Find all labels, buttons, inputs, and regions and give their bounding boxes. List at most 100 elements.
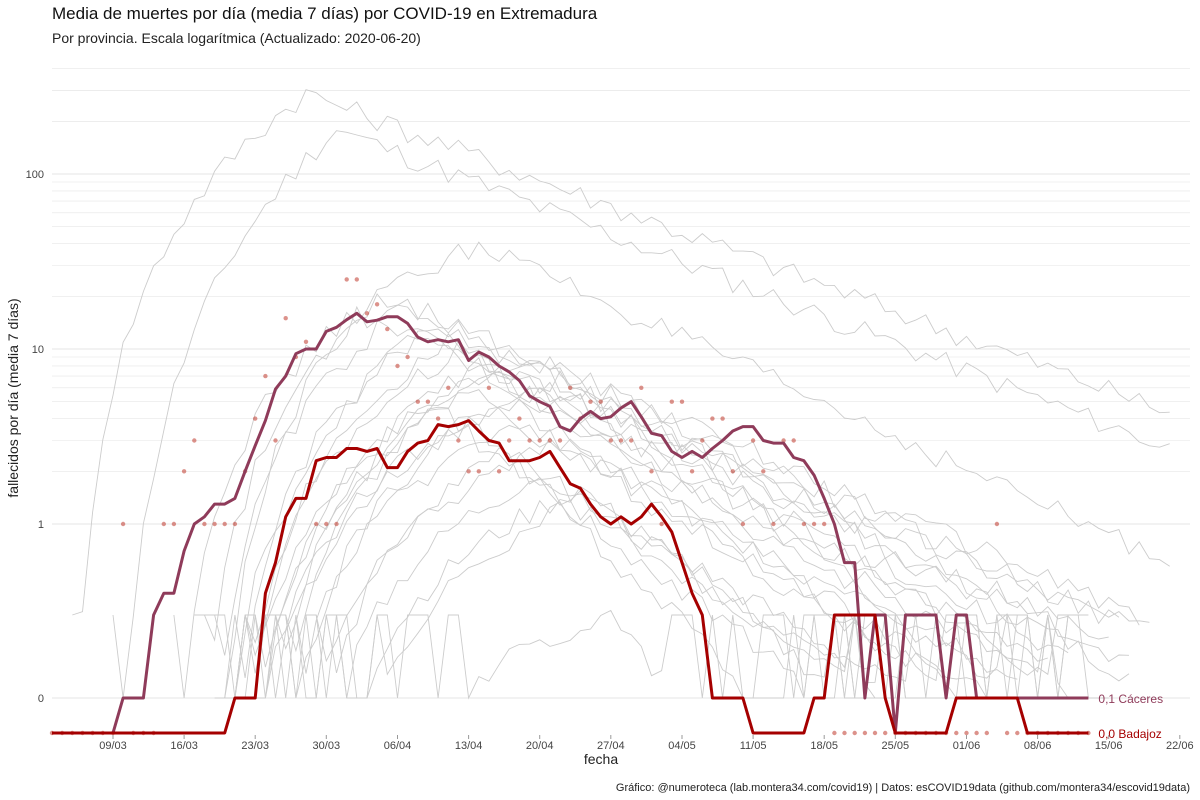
x-tick-label: 30/03 xyxy=(313,740,341,752)
daily-point xyxy=(568,385,573,390)
daily-point xyxy=(283,316,288,321)
daily-point xyxy=(801,521,807,527)
daily-point xyxy=(720,416,725,421)
background-province-line xyxy=(275,424,1109,699)
series-end-label: 0,1 Cáceres xyxy=(1098,692,1163,706)
daily-point xyxy=(171,521,177,527)
daily-point xyxy=(649,469,654,474)
x-tick-label: 04/05 xyxy=(668,740,696,752)
daily-point xyxy=(496,469,502,474)
background-province-line xyxy=(264,406,967,699)
daily-point xyxy=(232,521,238,527)
daily-point xyxy=(120,521,126,527)
daily-point xyxy=(405,354,410,360)
y-tick-labels: 0 1 10 100 xyxy=(26,169,44,705)
x-tick-labels: 09/03 16/03 23/03 30/03 06/04 13/04 20/04 27/04… xyxy=(99,735,1194,752)
background-province-line xyxy=(214,328,1109,699)
background-province-line xyxy=(356,609,866,700)
chart-caption: Gráfico: @numeroteca (lab.montera34.com/… xyxy=(615,782,1190,794)
daily-point xyxy=(527,438,532,443)
x-tick-label: 01/06 xyxy=(953,740,981,752)
daily-point xyxy=(740,521,746,527)
daily-points xyxy=(49,277,1091,736)
daily-point xyxy=(883,730,888,736)
daily-point xyxy=(303,339,309,344)
daily-point xyxy=(588,399,593,404)
daily-point xyxy=(618,438,624,443)
background-province-line xyxy=(224,334,1069,699)
daily-point xyxy=(222,521,227,527)
background-lines xyxy=(72,89,1170,700)
background-province-line xyxy=(295,447,926,699)
x-tick-label: 18/05 xyxy=(810,740,838,752)
background-province-line xyxy=(194,293,1140,642)
background-province-line xyxy=(112,130,1170,699)
daily-point xyxy=(456,438,461,443)
daily-point xyxy=(750,438,756,443)
series-end-labels: 0,1 Cáceres 0,0 Badajoz xyxy=(1098,692,1163,741)
daily-point xyxy=(364,311,370,316)
daily-point xyxy=(253,416,258,421)
y-tick-label: 100 xyxy=(26,169,44,181)
daily-point xyxy=(324,521,329,527)
daily-point xyxy=(507,438,512,443)
daily-point xyxy=(344,277,349,282)
x-tick-label: 22/06 xyxy=(1166,740,1194,752)
daily-point xyxy=(598,399,603,404)
x-tick-label: 23/03 xyxy=(241,740,269,752)
daily-point xyxy=(710,416,715,421)
daily-point xyxy=(446,385,451,390)
daily-point xyxy=(679,399,685,404)
background-province-line xyxy=(72,89,1170,616)
daily-point xyxy=(669,399,674,404)
daily-point xyxy=(314,521,319,527)
background-province-line xyxy=(234,370,1069,699)
daily-point xyxy=(557,438,563,443)
background-province-line xyxy=(224,332,1130,699)
daily-point xyxy=(466,469,471,474)
daily-point xyxy=(984,730,989,736)
y-tick-label: 10 xyxy=(32,344,44,356)
daily-point xyxy=(832,730,837,736)
series-line-badajoz xyxy=(52,419,1089,735)
daily-point xyxy=(161,521,166,527)
x-tick-label: 13/04 xyxy=(455,740,483,752)
daily-point xyxy=(537,438,542,443)
chart-title: Media de muertes por día (media 7 días) … xyxy=(52,4,598,23)
daily-point xyxy=(334,521,339,527)
daily-point xyxy=(415,399,420,404)
background-province-line xyxy=(224,362,1130,699)
daily-point xyxy=(791,438,796,443)
daily-point xyxy=(517,416,522,421)
x-tick-label: 08/06 xyxy=(1024,740,1052,752)
chart-subtitle: Por provincia. Escala logarítmica (Actua… xyxy=(52,30,421,46)
background-province-line xyxy=(285,437,1069,699)
background-province-line xyxy=(336,501,906,699)
daily-point xyxy=(822,521,827,527)
daily-point xyxy=(842,730,847,736)
background-province-line xyxy=(173,241,1170,699)
background-province-line xyxy=(244,357,1018,699)
series-end-label: 0,0 Badajoz xyxy=(1098,727,1161,741)
daily-point xyxy=(181,469,187,474)
grid-lines xyxy=(52,68,1190,699)
daily-point xyxy=(954,730,959,736)
daily-point xyxy=(994,521,1000,527)
daily-point xyxy=(852,730,857,736)
daily-point xyxy=(273,438,278,443)
daily-point xyxy=(486,385,492,390)
daily-point xyxy=(608,438,613,443)
x-axis-title: fecha xyxy=(584,751,618,767)
background-province-line xyxy=(234,339,1048,699)
daily-point xyxy=(395,363,400,369)
background-province-line xyxy=(275,424,947,699)
daily-point xyxy=(862,730,868,736)
daily-point xyxy=(761,469,766,474)
daily-point xyxy=(872,730,878,736)
daily-point xyxy=(974,730,979,736)
background-province-line xyxy=(254,389,987,700)
series-lines xyxy=(52,311,1089,735)
daily-point xyxy=(689,469,695,474)
daily-point xyxy=(1004,730,1010,736)
daily-point xyxy=(192,438,197,443)
